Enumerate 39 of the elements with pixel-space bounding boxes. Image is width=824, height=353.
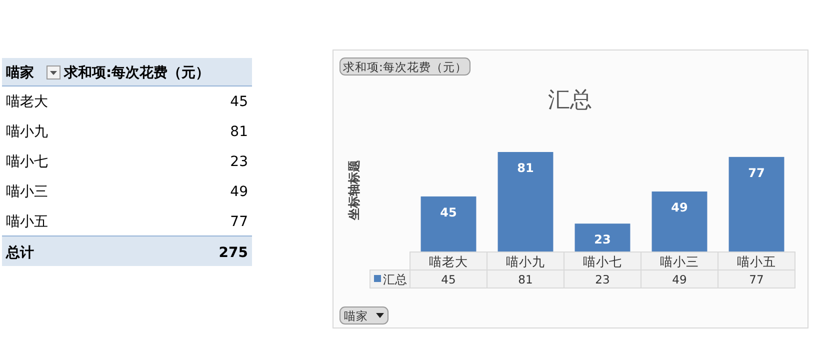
data-label: 45 <box>440 205 457 220</box>
chart-title: 汇总 <box>548 88 592 113</box>
x-tick-label: 喵小三 <box>660 254 699 269</box>
data-label: 49 <box>671 200 688 215</box>
x-tick-label: 喵老大 <box>429 254 468 269</box>
text: 求和项:每次花费（元） <box>63 65 210 81</box>
legend-label: 汇总 <box>383 272 407 286</box>
bar <box>574 224 630 252</box>
text: 275 <box>218 245 248 261</box>
text: 喵家 <box>6 64 34 81</box>
bar <box>728 156 784 252</box>
bar <box>652 192 708 252</box>
x-tick-label: 喵小五 <box>737 254 776 269</box>
data-label: 81 <box>230 124 248 140</box>
category-label: 喵小七 <box>6 154 48 170</box>
data-label: 49 <box>230 184 248 200</box>
data-label: 81 <box>517 161 534 175</box>
category-label: 喵小九 <box>6 124 48 140</box>
text: 求和项:每次花费（元） <box>343 60 467 74</box>
bar <box>498 152 554 252</box>
category-label: 喵小三 <box>6 184 48 200</box>
data-label: 23 <box>230 154 248 170</box>
text: 23 <box>595 272 610 286</box>
text: 总计 <box>5 245 34 261</box>
category-label: 喵小五 <box>6 214 48 230</box>
bar <box>420 196 476 252</box>
text: 81 <box>518 272 533 286</box>
data-label: 45 <box>230 94 248 110</box>
data-label: 77 <box>230 214 248 230</box>
y-axis-title: 坐标轴标题 <box>347 160 361 221</box>
text: 77 <box>749 272 764 286</box>
data-label: 23 <box>594 232 611 247</box>
data-label: 77 <box>748 166 765 180</box>
text: 49 <box>672 272 687 286</box>
x-tick-label: 喵小九 <box>506 254 545 269</box>
text: 45 <box>441 272 456 286</box>
category-label: 喵老大 <box>6 94 48 110</box>
x-tick-label: 喵小七 <box>583 254 622 269</box>
text: 喵家 <box>344 309 368 323</box>
